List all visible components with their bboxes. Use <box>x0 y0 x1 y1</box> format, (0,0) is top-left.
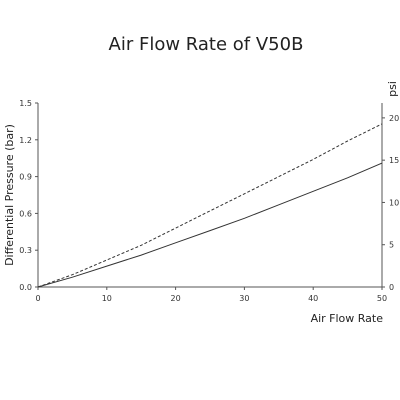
y2-ticks: 0 5 10 15 20 <box>382 114 399 292</box>
x-tick-label: 20 <box>171 294 181 303</box>
plot-area: 0 10 20 30 40 50 0.0 0.3 0.6 0.9 1.2 1.5 0 5 10 15 20 <box>19 99 399 303</box>
x-tick-label: 10 <box>102 294 112 303</box>
y-tick-label: 0.6 <box>19 209 32 218</box>
y2-tick-label: 20 <box>389 114 399 123</box>
y2-tick-label: 0 <box>389 283 394 292</box>
y2-axis-label: psi <box>386 81 399 97</box>
y2-tick-label: 10 <box>389 198 399 207</box>
x-ticks: 0 10 20 30 40 50 <box>35 287 387 303</box>
y2-tick-label: 15 <box>389 156 399 165</box>
y-tick-label: 1.5 <box>19 99 32 108</box>
series-line-dashed <box>37 123 383 288</box>
x-tick-label: 0 <box>35 294 40 303</box>
x-tick-label: 50 <box>377 294 387 303</box>
x-axis-label: Air Flow Rate <box>311 312 384 325</box>
y-tick-label: 1.2 <box>19 136 32 145</box>
x-tick-label: 30 <box>239 294 249 303</box>
series-lines <box>37 123 383 288</box>
chart-title: Air Flow Rate of V50B <box>109 34 304 55</box>
x-tick-label: 40 <box>308 294 318 303</box>
y-tick-label: 0.9 <box>19 173 32 182</box>
series-line-solid <box>37 162 383 288</box>
y-tick-label: 0.0 <box>19 283 32 292</box>
y2-tick-label: 5 <box>389 241 394 250</box>
y-axis-label: Differential Pressure (bar) <box>3 124 16 266</box>
y-tick-label: 0.3 <box>19 246 32 255</box>
y-ticks: 0.0 0.3 0.6 0.9 1.2 1.5 <box>19 99 38 292</box>
